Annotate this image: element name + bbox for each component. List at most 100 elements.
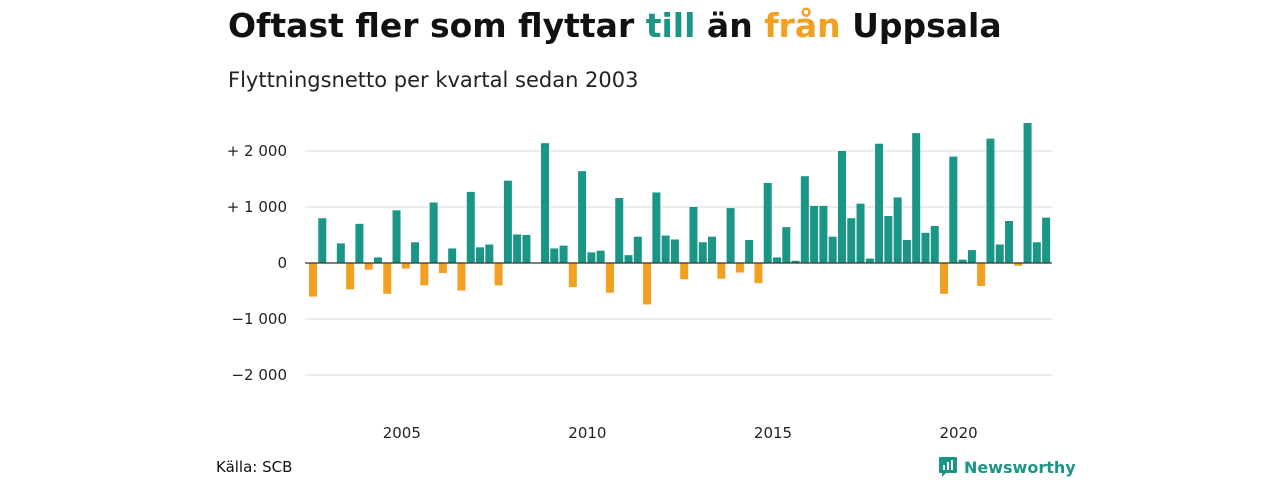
bar (800, 176, 809, 263)
bar (773, 257, 781, 263)
bar (1014, 263, 1023, 266)
x-tick-label: 2010 (568, 424, 606, 442)
bar (420, 263, 429, 286)
bar (977, 263, 986, 286)
y-tick-label: 0 (277, 254, 287, 272)
bar (847, 218, 856, 263)
bar (940, 263, 949, 294)
bar (476, 247, 485, 263)
bar (587, 252, 596, 263)
bar (791, 260, 800, 263)
bar (1032, 242, 1041, 263)
y-tick-label: −1 000 (231, 310, 287, 328)
brand-name: Newsworthy (964, 457, 1076, 477)
bar (875, 143, 884, 263)
bar (967, 250, 976, 263)
bar (503, 180, 512, 263)
bar (318, 218, 327, 263)
bar (754, 263, 763, 284)
newsworthy-logo-icon (938, 456, 958, 478)
x-tick-label: 2015 (754, 424, 792, 442)
bar (429, 202, 438, 263)
bar (698, 242, 707, 263)
bar (633, 236, 642, 263)
bar (661, 235, 670, 263)
bar (837, 151, 846, 263)
y-axis-ticks: + 2 000 + 1 000 0 −1 000 −2 000 (227, 142, 287, 384)
bar (708, 236, 717, 263)
x-axis-ticks: 2005 2010 2015 2020 (383, 424, 978, 442)
x-tick-label: 2005 (383, 424, 421, 442)
bar (782, 227, 791, 263)
bar (763, 182, 772, 263)
bar (559, 245, 568, 263)
y-tick-label: + 2 000 (227, 142, 287, 160)
bar (902, 240, 911, 263)
bar (346, 263, 355, 290)
bar (411, 242, 420, 263)
bar (485, 244, 494, 263)
bar (865, 258, 874, 263)
bar (457, 263, 466, 291)
bars (309, 123, 1051, 305)
bar (912, 133, 921, 263)
bar (578, 171, 587, 263)
bar (550, 248, 559, 263)
y-tick-label: + 1 000 (227, 198, 287, 216)
bar (568, 263, 577, 288)
gridlines (305, 150, 1052, 376)
bar (494, 263, 503, 286)
bar (364, 263, 373, 270)
bar (1023, 123, 1032, 263)
bar (717, 263, 726, 279)
bar (401, 263, 410, 269)
source-note: Källa: SCB (216, 458, 293, 476)
title-highlight-till: till (645, 6, 696, 45)
bar (522, 235, 531, 263)
bar (596, 250, 605, 263)
bar (745, 240, 754, 263)
bar (884, 215, 893, 263)
bar (726, 208, 735, 263)
bar (438, 263, 447, 274)
title-part-2: än (695, 6, 765, 45)
bar (986, 138, 995, 263)
bar (643, 263, 652, 305)
bar (448, 248, 457, 263)
bar (355, 223, 364, 263)
bar (383, 263, 392, 294)
bar (949, 156, 958, 263)
bar (680, 263, 689, 280)
bar (893, 197, 902, 263)
bar (921, 232, 930, 263)
bar (541, 143, 549, 263)
bar (810, 205, 819, 263)
bar (930, 226, 939, 263)
bar (392, 210, 401, 263)
bar (309, 263, 317, 297)
chart-title: Oftast fler som flyttar till än från Upp… (228, 6, 1002, 45)
bar (513, 234, 522, 263)
bar (689, 207, 698, 263)
bar (466, 191, 475, 263)
bar (652, 192, 661, 263)
bar (856, 203, 865, 263)
bar (624, 255, 633, 263)
bar (1042, 217, 1051, 263)
bar (958, 259, 967, 263)
bar (615, 198, 624, 263)
x-tick-label: 2020 (940, 424, 978, 442)
bar (373, 257, 382, 263)
chart-subtitle: Flyttningsnetto per kvartal sedan 2003 (228, 68, 639, 92)
title-part-1: Oftast fler som flyttar (228, 6, 646, 45)
bar (605, 263, 614, 293)
bar (828, 236, 837, 263)
brand: Newsworthy (938, 456, 1076, 478)
bar (819, 205, 828, 263)
bar (995, 244, 1004, 263)
bar (336, 243, 345, 263)
y-tick-label: −2 000 (231, 366, 287, 384)
title-highlight-fran: från (764, 6, 841, 45)
title-part-3: Uppsala (840, 6, 1002, 45)
